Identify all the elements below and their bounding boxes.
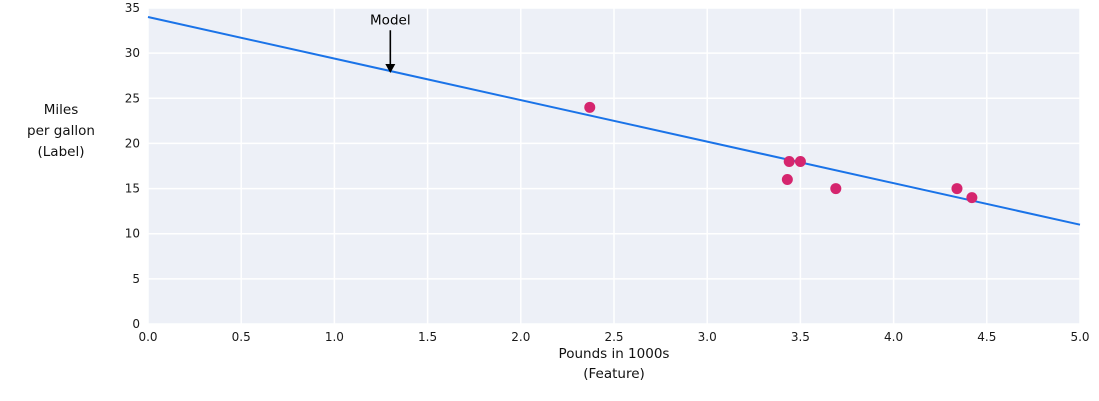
x-tick-label: 5.0: [1070, 330, 1089, 344]
x-tick-label: 2.5: [604, 330, 623, 344]
y-tick-label: 10: [125, 227, 140, 241]
y-tick-label: 35: [125, 1, 140, 15]
y-tick-label: 5: [132, 272, 140, 286]
x-axis-label: Pounds in 1000s (Feature): [558, 346, 670, 382]
data-point: [966, 192, 978, 204]
x-tick-label: 0.5: [232, 330, 251, 344]
y-tick-label: 0: [132, 317, 140, 331]
x-tick-label: 3.5: [791, 330, 810, 344]
annotation-arrow-head: [385, 64, 396, 74]
x-tick-label: 4.5: [977, 330, 996, 344]
data-point: [830, 183, 842, 195]
y-tick-label: 20: [125, 136, 140, 150]
data-point: [781, 174, 793, 186]
data-point: [794, 155, 806, 167]
y-tick-label: 25: [125, 91, 140, 105]
data-point: [783, 155, 795, 167]
x-tick-label: 3.0: [698, 330, 717, 344]
x-tick-label: 1.0: [325, 330, 344, 344]
data-point: [584, 101, 596, 113]
annotation-label: Model: [370, 12, 411, 28]
model-line: [147, 16, 1081, 226]
x-tick-label: 2.0: [511, 330, 530, 344]
y-tick-label: 30: [125, 46, 140, 60]
x-tick-label: 1.5: [418, 330, 437, 344]
y-tick-label: 15: [125, 182, 140, 196]
y-axis-label: Miles per gallon (Label): [27, 102, 95, 160]
x-tick-label: 4.0: [884, 330, 903, 344]
data-point: [951, 183, 963, 195]
x-tick-label: 0.0: [138, 330, 157, 344]
